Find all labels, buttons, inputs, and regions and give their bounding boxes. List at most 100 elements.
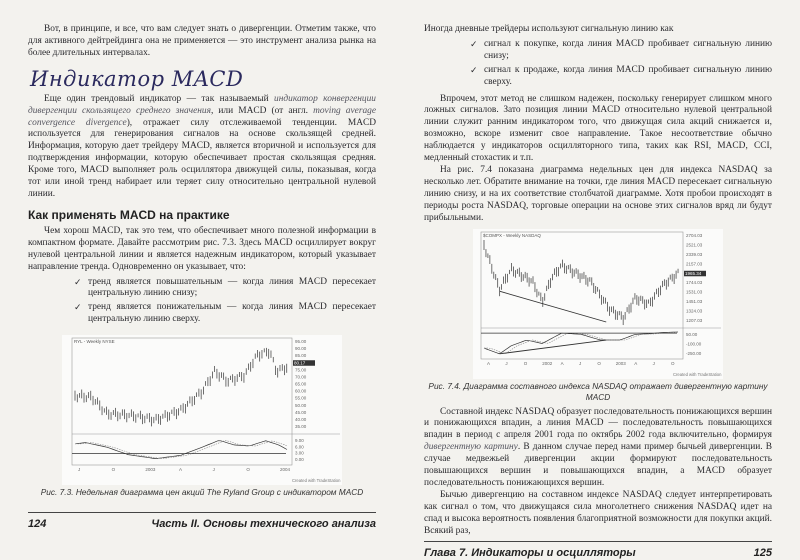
price-tick-label: 55.00 bbox=[295, 396, 307, 401]
last-price-marker bbox=[293, 360, 315, 366]
macd-tick-label: 9.00 bbox=[295, 438, 304, 443]
x-tick-label: A bbox=[487, 361, 490, 366]
x-tick-label: A bbox=[634, 361, 637, 366]
macd-tick-label: 0.00 bbox=[295, 457, 304, 462]
chart-header: $COMPX - Weekly NASDAQ bbox=[483, 233, 541, 238]
price-tick-label: 1531.03 bbox=[686, 289, 703, 294]
x-tick-label: O bbox=[597, 361, 601, 366]
macd-tick-label: -250.00 bbox=[686, 351, 702, 356]
x-tick-label: J bbox=[213, 467, 215, 472]
right-page: Иногда дневные трейдеры используют сигна… bbox=[424, 24, 772, 560]
term: индикатор конвергенции дивергенции сколь… bbox=[28, 93, 376, 116]
figure-7-4-chart: $COMPX - Weekly NASDAQ 2704.03 2521.03 2339… bbox=[473, 228, 723, 379]
check-mark-icon: ✓ bbox=[74, 302, 82, 313]
footer-divider bbox=[424, 541, 772, 543]
right-bullish-paragraph: Бычью дивергенцию на составном индексе N… bbox=[424, 489, 772, 536]
price-tick-label: 70.00 bbox=[295, 375, 307, 380]
macd-tick-label: 50.00 bbox=[686, 332, 698, 337]
right-nasdaq-paragraph: На рис. 7.4 показана диаграмма недельных… bbox=[424, 164, 772, 223]
price-tick-label: 2521.03 bbox=[686, 242, 703, 247]
price-tick-label: 95.00 bbox=[295, 339, 307, 344]
page-number: 124 bbox=[28, 518, 47, 530]
footer-divider bbox=[28, 512, 376, 513]
signal-line bbox=[75, 440, 288, 460]
x-tick-label: 2002 bbox=[542, 361, 553, 366]
last-price-marker bbox=[684, 270, 706, 276]
term-english: moving average convergence divergence bbox=[28, 105, 377, 128]
price-tick-label: 65.00 bbox=[295, 382, 307, 387]
nasdaq-chart-image: $COMPX - Weekly NASDAQ 2704.03 2521.03 2339… bbox=[480, 231, 722, 377]
check-mark-icon: ✓ bbox=[470, 38, 478, 49]
ryl-chart-image: RYL - Weekly NYSE 95.00 90.00 85.00 80.17 75.… bbox=[71, 337, 341, 483]
check-mark-icon: ✓ bbox=[470, 64, 478, 75]
subsection-heading: Как применять MACD на практике bbox=[28, 207, 230, 222]
text: , или MACD (от англ. bbox=[210, 105, 314, 116]
list-item-text: тренд является повышательным — когда лин… bbox=[88, 276, 376, 299]
text: . В данном случае перед нами пример бычь… bbox=[424, 442, 772, 488]
figure-caption: Рис. 7.4. Диаграмма составного индекса N… bbox=[428, 380, 768, 402]
divergence-trendline bbox=[499, 290, 607, 322]
page-footer: Глава 7. Индикаторы и осцилляторы 125 bbox=[424, 537, 772, 560]
term: дивергентную картину bbox=[424, 442, 518, 453]
right-method-paragraph: Впрочем, этот метод не слишком надежен, … bbox=[424, 93, 772, 164]
price-tick-label: 60.00 bbox=[295, 389, 307, 394]
running-head: Глава 7. Индикаторы и осцилляторы bbox=[424, 547, 636, 560]
right-divergence-paragraph: Составной индекс NASDAQ образует последо… bbox=[424, 407, 772, 490]
x-tick-label: O bbox=[671, 361, 675, 366]
price-tick-label: 35.00 bbox=[295, 424, 307, 429]
macd-tick-label: 6.00 bbox=[295, 444, 304, 449]
chart-credit: Created with TradeStation bbox=[292, 478, 341, 483]
chart-frame bbox=[480, 231, 684, 359]
list-item: ✓ сигнал к покупке, когда линия MACD проб… bbox=[470, 39, 772, 63]
text: Еще один трендовый индикатор — так назыв… bbox=[44, 93, 275, 104]
x-tick-label: O bbox=[112, 467, 116, 472]
page-footer: 124 Часть II. Основы технического анализ… bbox=[28, 508, 376, 531]
list-item: ✓ тренд является повышательным — когда ли… bbox=[74, 277, 376, 301]
price-tick-label: 2157.03 bbox=[686, 261, 703, 266]
price-tick-label: 2339.03 bbox=[686, 251, 703, 256]
macd-tick-label: 3.00 bbox=[295, 451, 304, 456]
list-item: ✓ сигнал к продаже, когда линия MACD проб… bbox=[470, 65, 772, 89]
price-tick-label: 1744.03 bbox=[686, 280, 703, 285]
figure-7-3-chart: RYL - Weekly NYSE 95.00 90.00 85.00 80.17 75.… bbox=[62, 335, 342, 486]
price-tick-label: 75.00 bbox=[295, 367, 307, 372]
chart-header: RYL - Weekly NYSE bbox=[74, 339, 115, 344]
x-tick-label: O bbox=[246, 467, 250, 472]
price-tick-label: 1965.34 bbox=[685, 270, 702, 275]
x-tick-label: J bbox=[78, 467, 80, 472]
price-tick-label: 40.00 bbox=[295, 417, 307, 422]
list-item: ✓ тренд является понижательным — когда ли… bbox=[74, 302, 376, 326]
x-tick-label: A bbox=[561, 361, 564, 366]
x-tick-label: J bbox=[505, 361, 507, 366]
right-bullet-list: ✓ сигнал к покупке, когда линия MACD проб… bbox=[424, 39, 772, 91]
left-page: Вот, в принципе, и все, что вам следует … bbox=[28, 24, 376, 531]
list-item-text: сигнал к покупке, когда линия MACD проби… bbox=[484, 38, 772, 61]
left-practice-paragraph: Чем хорош MACD, так это тем, что обеспеч… bbox=[28, 225, 376, 272]
x-tick-label: 2003 bbox=[616, 361, 627, 366]
left-bullet-list: ✓ тренд является повышательным — когда ли… bbox=[28, 277, 376, 329]
figure-caption: Рис. 7.3. Недельная диаграмма цен акций … bbox=[40, 487, 364, 498]
left-macd-paragraph: Еще один трендовый индикатор — так назыв… bbox=[28, 94, 376, 201]
text: ), отражает силу отслеживаемой тенденции… bbox=[28, 117, 376, 199]
signal-line bbox=[484, 331, 678, 354]
x-tick-label: 2003 bbox=[145, 467, 156, 472]
price-tick-label: 45.00 bbox=[295, 410, 307, 415]
chart-frame bbox=[71, 337, 293, 466]
text: Составной индекс NASDAQ образует последо… bbox=[424, 406, 772, 441]
x-tick-label: A bbox=[179, 467, 182, 472]
left-intro-paragraph: Вот, в принципе, и все, что вам следует … bbox=[28, 24, 376, 58]
price-tick-label: 1324.03 bbox=[686, 308, 703, 313]
macd-tick-label: -100.00 bbox=[686, 341, 702, 346]
price-tick-label: 1207.03 bbox=[686, 318, 703, 323]
price-tick-label: 50.00 bbox=[295, 403, 307, 408]
x-tick-label: J bbox=[653, 361, 655, 366]
x-tick-label: O bbox=[524, 361, 528, 366]
list-item-text: тренд является понижательным — когда лин… bbox=[88, 302, 376, 325]
right-intro-paragraph: Иногда дневные трейдеры используют сигна… bbox=[424, 24, 674, 34]
running-head: Часть II. Основы технического анализа bbox=[151, 518, 376, 530]
macd-line bbox=[74, 440, 288, 459]
price-tick-label: 80.17 bbox=[294, 360, 306, 365]
x-tick-label: 2004 bbox=[280, 467, 291, 472]
price-tick-label: 90.00 bbox=[295, 346, 307, 351]
section-heading: Индикатор MACD bbox=[30, 66, 244, 91]
